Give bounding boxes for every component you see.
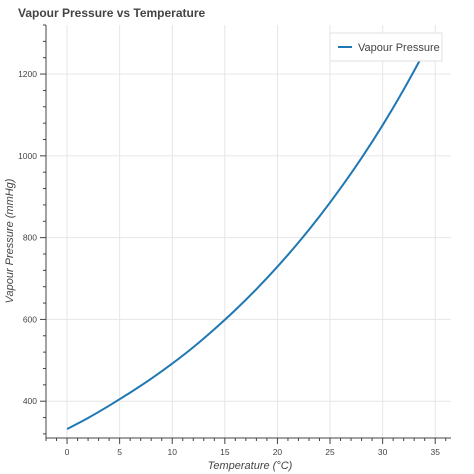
y-tick-label: 1000 [18, 151, 37, 161]
x-tick-label: 10 [167, 447, 177, 457]
chart-legend: Vapour Pressure [329, 32, 443, 62]
legend-label: Vapour Pressure [358, 42, 440, 54]
y-axis-label: Vapour Pressure (mmHg) [4, 178, 16, 303]
x-tick-label: 30 [378, 447, 388, 457]
x-tick-label: 35 [430, 447, 440, 457]
y-tick-label: 400 [23, 396, 37, 406]
series-line-vapour-pressure [66, 54, 424, 430]
series-layer [66, 54, 424, 430]
y-tick-label: 800 [23, 233, 37, 243]
x-tick-label: 15 [220, 447, 230, 457]
y-tick-label: 600 [23, 314, 37, 324]
axes [40, 24, 451, 444]
x-tick-label: 5 [117, 447, 122, 457]
x-tick-label: 20 [273, 447, 283, 457]
grid-lines [46, 25, 451, 438]
y-tick-label: 1200 [18, 69, 37, 79]
tick-labels: 0 5 10 15 20 25 30 35 400 600 800 1000 1200 [18, 69, 440, 457]
x-axis-label: Temperature (°C) [208, 460, 293, 472]
x-tick-label: 25 [325, 447, 335, 457]
x-tick-label: 0 [65, 447, 70, 457]
chart-title: Vapour Pressure vs Temperature [18, 6, 206, 20]
